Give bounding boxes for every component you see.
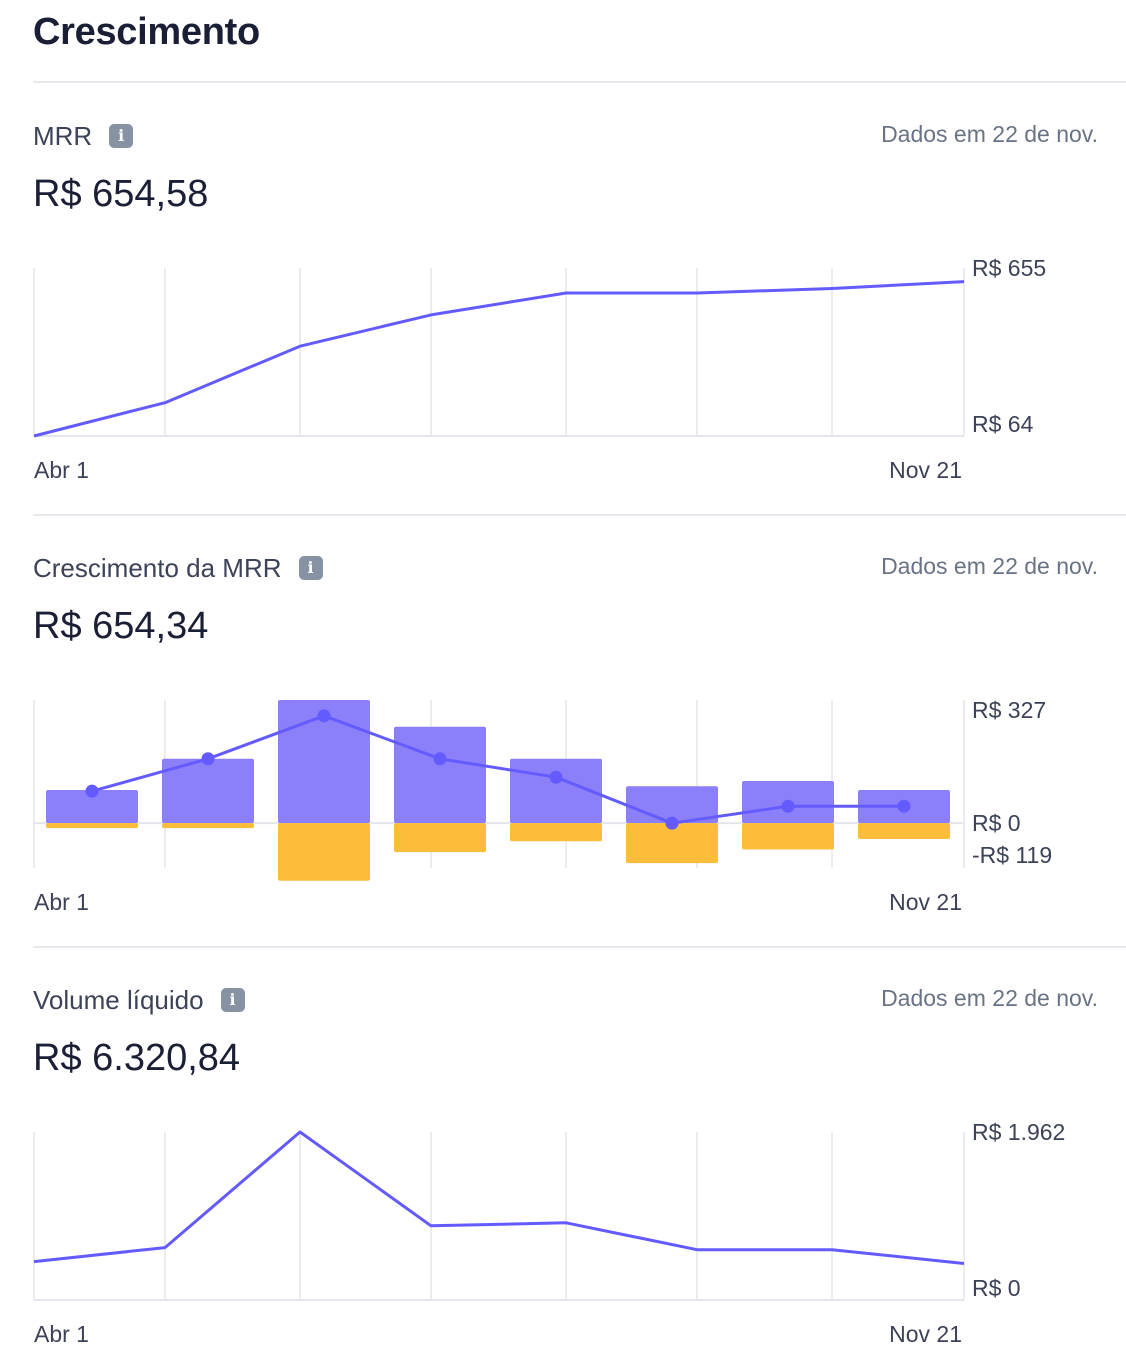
data-point: [433, 752, 447, 766]
bar-negative: [858, 823, 950, 839]
x-tick-label: Nov 21: [889, 457, 962, 483]
bar-negative: [742, 823, 834, 850]
metric-value: R$ 6.320,84: [33, 1037, 241, 1079]
data-point: [665, 816, 679, 830]
page-title: Crescimento: [33, 11, 260, 53]
net-line: [91, 714, 904, 825]
x-tick-label: Nov 21: [889, 889, 962, 915]
bar-negative: [46, 823, 138, 829]
card-header: Volume líquido i: [33, 982, 245, 1018]
net-volume-line-chart[interactable]: R$ 1.962 R$ 0 Abr 1 Nov 21: [0, 982, 1126, 1362]
x-tick-label: Abr 1: [34, 457, 89, 483]
y-tick-label: R$ 64: [972, 411, 1034, 437]
info-icon[interactable]: i: [298, 556, 323, 580]
mrr-line-chart[interactable]: R$ 655 R$ 64 Abr 1 Nov 21: [0, 118, 1126, 498]
card-header: Crescimento da MRR i: [33, 550, 323, 586]
bar-positive: [394, 726, 486, 824]
divider: [33, 514, 1126, 516]
data-point: [781, 799, 795, 813]
bar-positive: [46, 790, 138, 824]
card-title: Crescimento da MRR: [33, 553, 282, 583]
as-of-date: Dados em 22 de nov.: [881, 121, 1098, 147]
data-point: [201, 752, 215, 766]
y-tick-label: R$ 1.962: [972, 1119, 1065, 1145]
card-title: MRR: [33, 121, 93, 151]
card-title: Volume líquido: [33, 985, 204, 1015]
as-of-date: Dados em 22 de nov.: [881, 553, 1098, 579]
bar-negative: [278, 823, 370, 881]
data-point: [549, 770, 563, 784]
mrr-card[interactable]: MRR i Dados em 22 de nov. R$ 654,58 R$ 6…: [0, 118, 1126, 498]
mrr-growth-card[interactable]: Crescimento da MRR i Dados em 22 de nov.…: [0, 550, 1126, 930]
info-icon[interactable]: i: [109, 124, 134, 148]
bar-negative: [162, 823, 254, 829]
net-volume-card[interactable]: Volume líquido i Dados em 22 de nov. R$ …: [0, 982, 1126, 1362]
bar-positive: [162, 758, 254, 824]
metric-value: R$ 654,34: [33, 605, 209, 647]
bar-negative: [626, 823, 718, 864]
data-point: [317, 709, 331, 723]
y-tick-label: R$ 655: [972, 255, 1046, 281]
divider: [33, 946, 1126, 948]
mrr-growth-bar-chart[interactable]: R$ 327 R$ 0 -R$ 119 Abr 1 Nov 21: [0, 550, 1126, 930]
x-tick-label: Nov 21: [889, 1321, 962, 1347]
series-line: [33, 1130, 965, 1265]
card-header: MRR i: [33, 118, 134, 154]
y-tick-label: R$ 0: [972, 810, 1021, 836]
y-tick-label: -R$ 119: [972, 842, 1052, 868]
bar-positive: [278, 700, 370, 824]
y-tick-label: R$ 327: [972, 697, 1046, 723]
data-point: [897, 799, 911, 813]
as-of-date: Dados em 22 de nov.: [881, 985, 1098, 1011]
divider: [33, 81, 1126, 83]
x-tick-label: Abr 1: [34, 1321, 89, 1347]
x-tick-label: Abr 1: [34, 889, 89, 915]
bar-negative: [394, 823, 486, 853]
y-tick-label: R$ 0: [972, 1275, 1021, 1301]
bar-negative: [510, 823, 602, 842]
metric-value: R$ 654,58: [33, 173, 209, 215]
data-point: [85, 784, 99, 798]
info-icon[interactable]: i: [220, 988, 245, 1012]
series-line: [33, 280, 965, 438]
